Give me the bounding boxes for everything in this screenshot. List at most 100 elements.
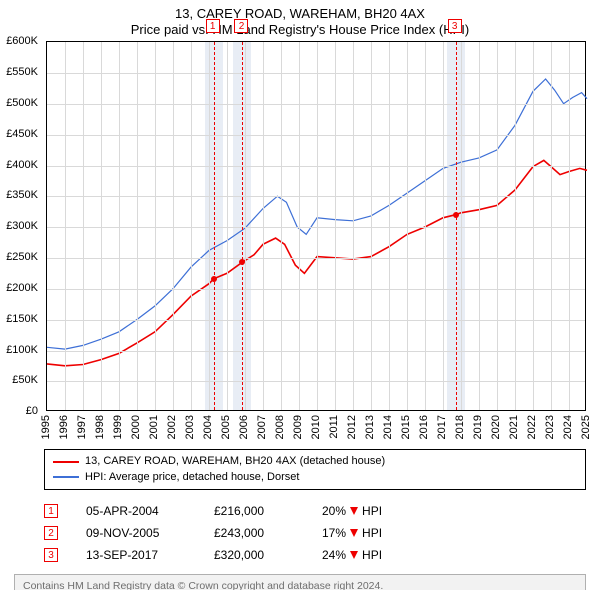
grid-h bbox=[47, 227, 585, 228]
x-axis-label: 2017 bbox=[436, 415, 448, 439]
sale-row-delta-pct: 17% bbox=[322, 526, 346, 540]
grid-v bbox=[317, 42, 318, 410]
sale-row-price: £320,000 bbox=[214, 548, 294, 562]
y-axis-label: £0 bbox=[26, 405, 38, 417]
x-axis-label: 1999 bbox=[112, 415, 124, 439]
grid-h bbox=[47, 196, 585, 197]
x-axis-label: 2009 bbox=[292, 415, 304, 439]
y-axis-label: £500K bbox=[6, 97, 38, 109]
grid-v bbox=[551, 42, 552, 410]
x-axis-label: 2021 bbox=[508, 415, 520, 439]
x-axis-label: 2014 bbox=[382, 415, 394, 439]
grid-v bbox=[119, 42, 120, 410]
x-axis-label: 2020 bbox=[490, 415, 502, 439]
sale-marker-dash bbox=[214, 42, 215, 410]
y-axis-label: £100K bbox=[6, 344, 38, 356]
arrow-down-icon bbox=[350, 551, 358, 559]
legend-box: 13, CAREY ROAD, WAREHAM, BH20 4AX (detac… bbox=[44, 449, 586, 490]
grid-h bbox=[47, 73, 585, 74]
footer-attribution: Contains HM Land Registry data © Crown c… bbox=[14, 574, 586, 590]
sale-row-delta-pct: 20% bbox=[322, 504, 346, 518]
x-axis-label: 2008 bbox=[274, 415, 286, 439]
sale-row: 209-NOV-2005£243,00017% HPI bbox=[44, 522, 586, 544]
grid-v bbox=[389, 42, 390, 410]
y-axis-label: £350K bbox=[6, 189, 38, 201]
y-axis-label: £600K bbox=[6, 35, 38, 47]
sale-row-number: 2 bbox=[44, 526, 58, 540]
sale-row-date: 13-SEP-2017 bbox=[86, 548, 186, 562]
grid-h bbox=[47, 166, 585, 167]
grid-v bbox=[137, 42, 138, 410]
grid-v bbox=[227, 42, 228, 410]
y-axis-label: £200K bbox=[6, 282, 38, 294]
grid-v bbox=[515, 42, 516, 410]
footer-line1: Contains HM Land Registry data © Crown c… bbox=[23, 580, 577, 590]
y-axis-label: £250K bbox=[6, 251, 38, 263]
y-axis-label: £550K bbox=[6, 66, 38, 78]
legend-label: HPI: Average price, detached house, Dors… bbox=[85, 470, 299, 485]
x-axis-label: 2007 bbox=[256, 415, 268, 439]
sale-rows: 105-APR-2004£216,00020% HPI209-NOV-2005£… bbox=[44, 500, 586, 566]
x-axis-label: 2001 bbox=[148, 415, 160, 439]
x-axis-label: 2013 bbox=[364, 415, 376, 439]
sale-point-dot bbox=[211, 276, 217, 282]
sale-marker-number: 1 bbox=[206, 19, 220, 33]
chart-title-line2: Price paid vs. HM Land Registry's House … bbox=[0, 22, 600, 42]
x-axis-label: 1995 bbox=[40, 415, 52, 439]
sale-row: 105-APR-2004£216,00020% HPI bbox=[44, 500, 586, 522]
x-axis-label: 1997 bbox=[76, 415, 88, 439]
x-axis-label: 2012 bbox=[346, 415, 358, 439]
grid-v bbox=[245, 42, 246, 410]
arrow-down-icon bbox=[350, 529, 358, 537]
x-axis-label: 2023 bbox=[544, 415, 556, 439]
grid-v bbox=[425, 42, 426, 410]
sale-row-delta: 20% HPI bbox=[322, 504, 382, 518]
x-axis-label: 1998 bbox=[94, 415, 106, 439]
grid-v bbox=[155, 42, 156, 410]
sale-row: 3 13-SEP-2017 £320,000 24% HPI bbox=[44, 544, 586, 566]
x-axis-label: 2004 bbox=[202, 415, 214, 439]
x-axis-label: 1996 bbox=[58, 415, 70, 439]
sale-row-date: 05-APR-2004 bbox=[86, 504, 186, 518]
y-axis-label: £400K bbox=[6, 159, 38, 171]
sale-point-dot bbox=[239, 259, 245, 265]
grid-v bbox=[443, 42, 444, 410]
x-axis-label: 2019 bbox=[472, 415, 484, 439]
grid-v bbox=[353, 42, 354, 410]
grid-v bbox=[65, 42, 66, 410]
chart-title-line1: 13, CAREY ROAD, WAREHAM, BH20 4AX bbox=[0, 0, 600, 22]
sale-marker-number: 3 bbox=[448, 19, 462, 33]
grid-v bbox=[479, 42, 480, 410]
x-axis-label: 2005 bbox=[220, 415, 232, 439]
plot-area bbox=[46, 41, 586, 411]
x-axis-label: 2000 bbox=[130, 415, 142, 439]
sale-row-number: 3 bbox=[44, 548, 58, 562]
grid-h bbox=[47, 135, 585, 136]
grid-v bbox=[209, 42, 210, 410]
sale-row-delta: 24% HPI bbox=[322, 548, 382, 562]
grid-v bbox=[569, 42, 570, 410]
sale-marker-dash bbox=[242, 42, 243, 410]
grid-v bbox=[371, 42, 372, 410]
sale-row-delta-suffix: HPI bbox=[362, 504, 382, 518]
legend-label: 13, CAREY ROAD, WAREHAM, BH20 4AX (detac… bbox=[85, 454, 385, 469]
grid-h bbox=[47, 381, 585, 382]
y-axis-label: £50K bbox=[12, 374, 38, 386]
grid-h bbox=[47, 258, 585, 259]
legend-swatch bbox=[53, 461, 79, 463]
legend-swatch bbox=[53, 476, 79, 478]
sale-row-price: £216,000 bbox=[214, 504, 294, 518]
legend-item: HPI: Average price, detached house, Dors… bbox=[53, 470, 577, 485]
arrow-down-icon bbox=[350, 507, 358, 515]
grid-h bbox=[47, 351, 585, 352]
grid-v bbox=[533, 42, 534, 410]
x-axis-label: 2024 bbox=[562, 415, 574, 439]
x-axis-label: 2010 bbox=[310, 415, 322, 439]
grid-v bbox=[461, 42, 462, 410]
y-axis-label: £300K bbox=[6, 220, 38, 232]
grid-v bbox=[191, 42, 192, 410]
sale-point-dot bbox=[453, 212, 459, 218]
grid-v bbox=[83, 42, 84, 410]
grid-v bbox=[263, 42, 264, 410]
x-axis-label: 2016 bbox=[418, 415, 430, 439]
